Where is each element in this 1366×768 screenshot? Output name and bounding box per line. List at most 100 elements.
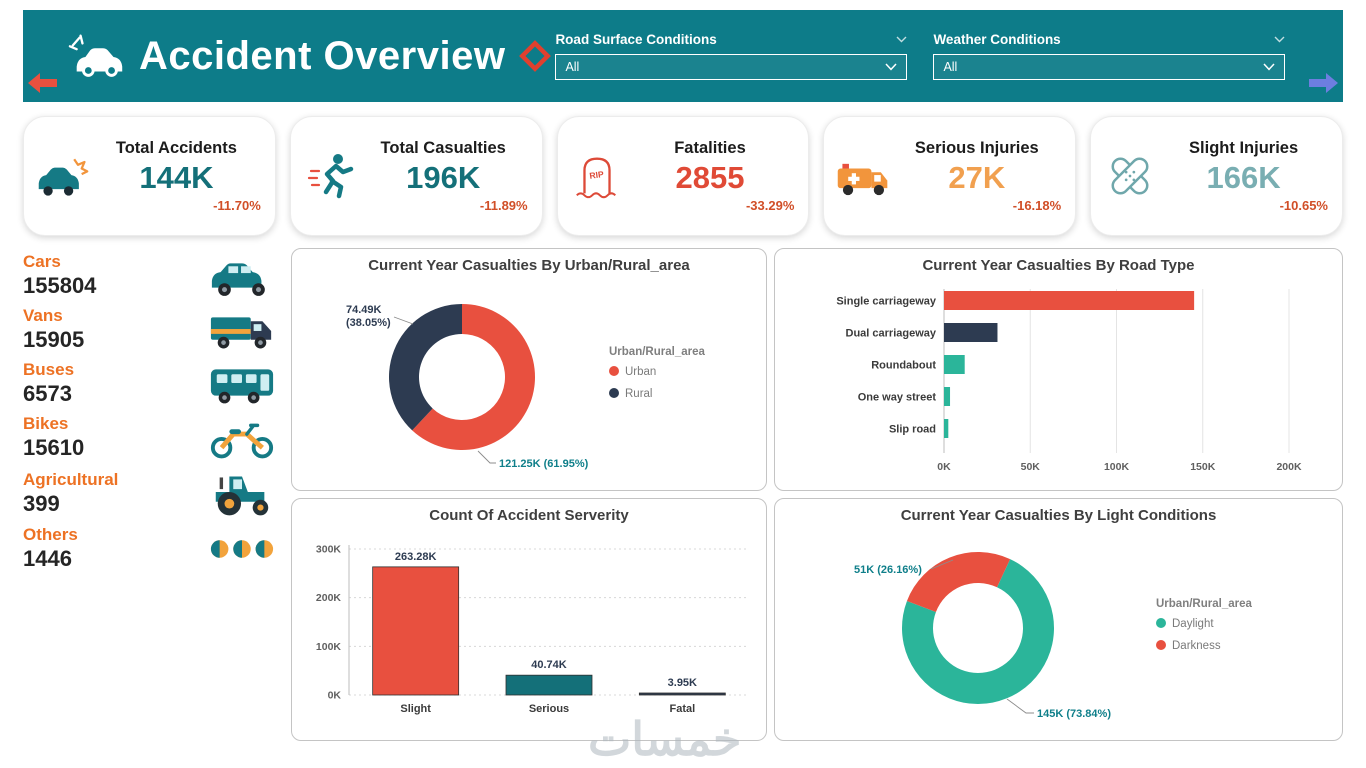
legend-dot[interactable] (609, 366, 619, 376)
category-label: Serious (529, 703, 569, 715)
vehicle-item-others: Others 1446 (23, 525, 291, 572)
kpi-value: 2855 (675, 160, 745, 195)
donut-slice-daylight[interactable] (902, 559, 1054, 704)
panel-urban-rural-donut: Current Year Casualties By Urban/Rural_a… (291, 248, 767, 491)
vehicle-item-vans: Vans 15905 (23, 306, 291, 353)
vehicle-label: Vans (23, 306, 63, 325)
x-tick-label: 50K (1021, 461, 1041, 473)
van-icon (207, 307, 277, 353)
vehicle-breakdown-list: Cars 155804 Vans 15905 (23, 248, 291, 741)
donut-slice-darkness[interactable] (906, 552, 1011, 613)
chevron-down-icon[interactable] (1274, 36, 1285, 43)
vehicle-value: 6573 (23, 381, 72, 406)
filter-weather-conditions: Weather Conditions All (933, 32, 1286, 80)
bus-icon (207, 361, 277, 407)
back-arrow-icon[interactable] (27, 72, 57, 94)
kpi-label: Total Accidents (115, 139, 237, 157)
kpi-card-total-accidents: Total Accidents 144K -11.70% (23, 116, 276, 236)
donut-callout-label: 145K (73.84%) (1037, 708, 1111, 720)
bar-dual-carriageway[interactable] (944, 323, 998, 342)
severity-column-chart[interactable]: 0K 100K 200K 300K 263.28K Slight 40.74K Serious… (294, 525, 764, 730)
bar-one-way-street[interactable] (944, 387, 951, 406)
donut-callout-label: 121.25K (61.95%) (499, 458, 589, 470)
kpi-delta: -16.18% (1012, 198, 1062, 213)
kpi-value: 196K (406, 160, 481, 195)
kpi-card-total-casualties: Total Casualties 196K -11.89% (289, 116, 543, 236)
kpi-value: 144K (139, 160, 214, 195)
vehicle-label: Agricultural (23, 469, 119, 489)
bar-fatal[interactable] (638, 692, 726, 696)
weather-dropdown[interactable]: All (933, 54, 1286, 80)
kpi-row: Total Accidents 144K -11.70% Total Casua… (23, 116, 1343, 236)
page-title: Accident Overview (139, 33, 506, 78)
y-tick-label: 100K (316, 641, 342, 653)
donut-callout-label: 51K (26.16%) (854, 564, 922, 576)
donut-slice-rural[interactable] (389, 304, 462, 431)
y-tick-label: 0K (328, 690, 342, 702)
title-wrap: Accident Overview (67, 33, 555, 79)
legend-dot[interactable] (1156, 618, 1166, 628)
category-label: Slight (400, 703, 431, 715)
legend-label[interactable]: Rural (625, 388, 652, 400)
bar-roundabout[interactable] (944, 355, 965, 374)
running-person-icon (301, 151, 359, 201)
vehicle-value: 1446 (23, 546, 72, 571)
light-conditions-donut-chart[interactable]: 51K (26.16%) 145K (73.84%) Urban/Rural_are… (806, 525, 1311, 730)
vehicle-item-buses: Buses 6573 (23, 360, 291, 407)
road-surface-dropdown[interactable]: All (555, 54, 908, 80)
x-tick-label: 150K (1190, 461, 1216, 473)
y-tick-label: 300K (316, 544, 342, 556)
kpi-label: Slight Injuries (1189, 139, 1299, 157)
y-tick-label: 200K (316, 592, 342, 604)
chart-title: Count Of Accident Serverity (429, 507, 629, 524)
panel-severity-columns: Count Of Accident Serverity 0K 100K 200K 30… (291, 498, 767, 741)
bar-value-label: 263.28K (395, 551, 437, 563)
dropdown-value: All (565, 60, 580, 74)
bar-slip-road[interactable] (944, 419, 949, 438)
bar-serious[interactable] (505, 674, 593, 696)
category-label: Single carriageway (836, 296, 937, 308)
category-label: Roundabout (871, 360, 936, 372)
vehicle-label: Buses (23, 360, 75, 379)
legend-title: Urban/Rural_area (1156, 598, 1252, 610)
vehicle-label: Others (23, 525, 78, 544)
kpi-delta: -11.70% (213, 198, 261, 213)
road-type-bar-chart[interactable]: 0K 50K 100K 150K 200K Single carriageway Dual … (806, 275, 1311, 480)
filter-label: Weather Conditions (933, 32, 1061, 47)
chevron-down-icon (1263, 63, 1275, 71)
kpi-delta: -10.65% (1279, 198, 1328, 213)
chevron-down-icon[interactable] (896, 36, 907, 43)
vehicle-value: 399 (23, 490, 60, 516)
legend-dot[interactable] (609, 388, 619, 398)
urban-rural-donut-chart[interactable]: 74.49K (38.05%) 121.25K (61.95%) Urban/Rura… (294, 275, 764, 480)
crash-car-icon (68, 34, 123, 77)
callout-leader-line (477, 450, 496, 464)
kpi-label: Serious Injuries (914, 139, 1039, 157)
legend-dot[interactable] (1156, 640, 1166, 650)
callout-leader-line (1006, 698, 1034, 714)
donut-callout-label: 74.49K (38.05%) (346, 304, 391, 329)
car-icon (207, 253, 277, 299)
category-label: Fatal (669, 703, 695, 715)
kpi-value: 166K (1206, 160, 1281, 195)
legend-label[interactable]: Urban (625, 366, 656, 378)
x-tick-label: 0K (937, 461, 951, 473)
tombstone-icon: RIP (568, 151, 626, 201)
category-label: Slip road (889, 424, 936, 436)
filter-label: Road Surface Conditions (555, 32, 717, 47)
vehicle-label: Cars (23, 252, 61, 271)
legend-label[interactable]: Darkness (1172, 640, 1221, 652)
forward-arrow-icon[interactable] (1309, 72, 1339, 94)
bar-slight[interactable] (372, 566, 460, 696)
vehicle-value: 15905 (23, 327, 85, 352)
legend-label[interactable]: Daylight (1172, 618, 1214, 630)
donut-slice-urban[interactable] (412, 304, 535, 450)
vehicle-item-cars: Cars 155804 (23, 252, 291, 299)
kpi-card-slight-injuries: Slight Injuries 166K -10.65% (1090, 116, 1343, 236)
bar-single-carriageway[interactable] (944, 291, 1195, 310)
kpi-card-serious-injuries: Serious Injuries 27K -16.18% (823, 116, 1077, 236)
x-tick-label: 200K (1276, 461, 1302, 473)
chart-title: Current Year Casualties By Urban/Rural_a… (368, 257, 690, 274)
main-content: Cars 155804 Vans 15905 (0, 236, 1366, 741)
chevron-down-icon (885, 63, 897, 71)
